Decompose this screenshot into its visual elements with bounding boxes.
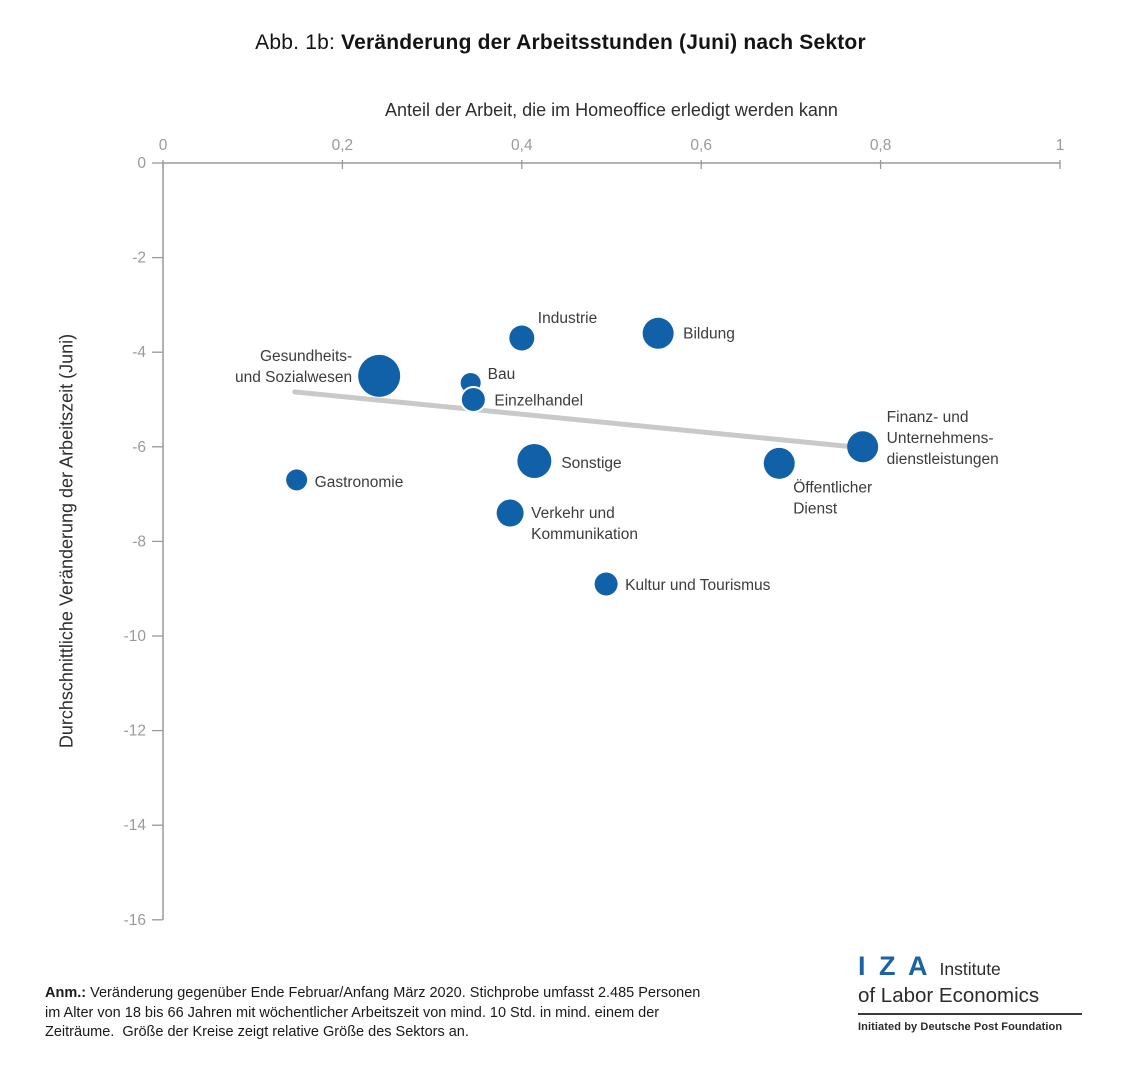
scatter-plot: 0 0,2 0,4 0,6 0,8 1 0 -2 -4 -6 -8 -10 -12 -14 -16 Indus… <box>124 137 1065 929</box>
data-point <box>286 469 308 491</box>
data-point <box>763 447 795 479</box>
iza-line2: of Labor Economics <box>858 984 1040 1007</box>
x-axis-title: Anteil der Arbeit, die im Homeoffice erl… <box>385 100 838 120</box>
iza-logo-row1: I Z A Institute <box>858 951 1082 982</box>
note-line-1: Anm.: Veränderung gegenüber Ende Februar… <box>45 984 700 1004</box>
x-tick-label: 0 <box>159 137 168 154</box>
iza-logo: I Z A Institute of Labor Economics Initi… <box>858 951 1082 1033</box>
point-label: Einzelhandel <box>494 393 583 410</box>
point-label: Kommunikation <box>531 526 638 543</box>
y-tick-label: -12 <box>124 723 146 740</box>
data-point <box>594 572 618 596</box>
point-label: Dienst <box>793 500 838 517</box>
y-tick-label: -16 <box>124 912 146 929</box>
x-tick-label: 0,6 <box>690 137 712 154</box>
x-tick-label: 0,8 <box>870 137 892 154</box>
point-label: Bau <box>488 366 516 383</box>
data-point <box>847 431 879 463</box>
x-tick-label: 0,2 <box>332 137 354 154</box>
trend-line <box>292 389 870 451</box>
data-point <box>358 354 401 397</box>
y-tick-label: -2 <box>132 250 146 267</box>
y-tick-label: -4 <box>132 344 146 361</box>
point-label: Unternehmens- <box>887 430 994 447</box>
iza-institute-text: Institute <box>939 959 1001 979</box>
figure-title: Abb. 1b: Veränderung der Arbeitsstunden … <box>0 31 1121 55</box>
iza-divider <box>858 1013 1082 1015</box>
y-tick-label: 0 <box>137 155 146 172</box>
point-label: Sonstige <box>561 455 621 472</box>
y-tick-label: -6 <box>132 439 146 456</box>
note-line-2: im Alter von 18 bis 66 Jahren mit wöchen… <box>45 1004 660 1021</box>
figure-title-prefix: Abb. 1b: <box>255 31 342 54</box>
x-tick-label: 1 <box>1056 137 1065 154</box>
data-point <box>496 499 524 527</box>
y-tick-label: -14 <box>124 817 147 834</box>
point-label: Kultur und Tourismus <box>625 577 771 594</box>
note-label: Anm.: <box>45 985 87 1001</box>
data-point <box>509 325 535 351</box>
x-tick-label: 0,4 <box>511 137 533 154</box>
point-label: und Sozialwesen <box>235 369 352 386</box>
point-label: Gesundheits- <box>260 348 352 365</box>
note-line-3: Zeiträume. Größe der Kreise zeigt relati… <box>45 1024 469 1040</box>
point-label: Industrie <box>538 310 597 327</box>
data-point <box>517 443 552 478</box>
point-label: Gastronomie <box>315 474 404 491</box>
y-tick-label: -8 <box>132 533 146 550</box>
data-point <box>459 386 487 413</box>
chart-note: Anm.: Veränderung gegenüber Ende Februar… <box>45 984 700 1043</box>
point-label: Öffentlicher <box>793 478 872 496</box>
data-point <box>642 317 674 349</box>
iza-wordmark: I Z A <box>858 951 931 981</box>
iza-tagline: Initiated by Deutsche Post Foundation <box>858 1021 1063 1033</box>
point-label: Finanz- und <box>887 409 969 426</box>
point-label: Verkehr und <box>531 505 615 522</box>
y-tick-label: -10 <box>124 628 147 645</box>
point-label: dienstleistungen <box>887 451 999 468</box>
note-line-1-text: Veränderung gegenüber Ende Februar/Anfan… <box>86 985 701 1001</box>
point-label: Bildung <box>683 325 735 342</box>
figure-title-main: Veränderung der Arbeitsstunden (Juni) na… <box>341 31 866 54</box>
